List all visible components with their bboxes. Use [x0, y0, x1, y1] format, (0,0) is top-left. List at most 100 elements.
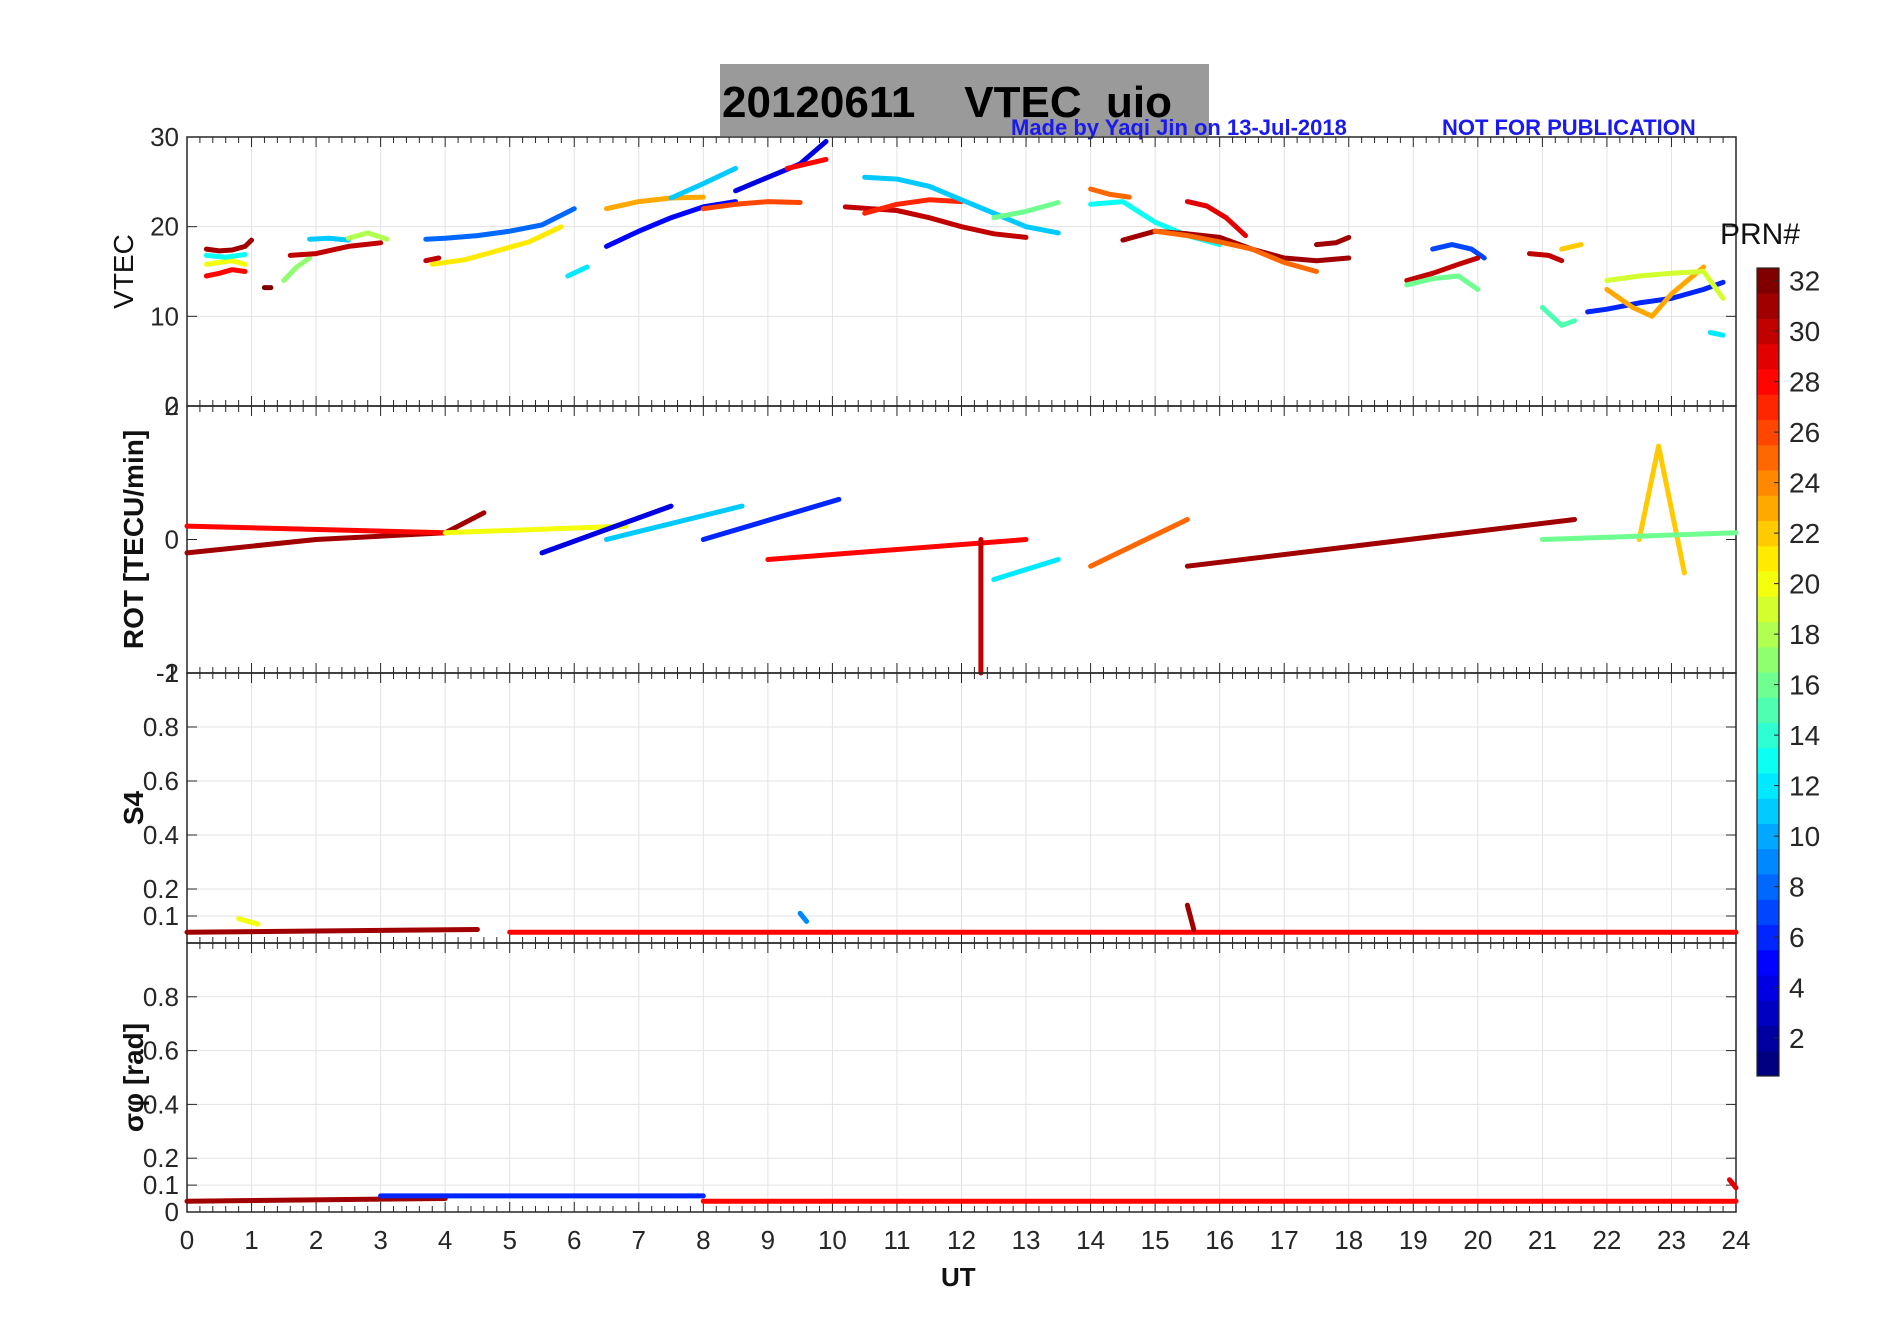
colorbar-swatch-prn-21 — [1757, 545, 1779, 572]
series-prn-31 — [184, 1196, 448, 1204]
colorbar-tick-label: 22 — [1789, 518, 1820, 549]
series-prn-11 — [862, 174, 1061, 236]
colorbar-swatch-prn-3 — [1757, 1000, 1779, 1026]
y-tick-label: -2 — [156, 658, 179, 688]
y-tick-label: -1 — [156, 658, 179, 688]
x-tick-label: 19 — [1399, 1225, 1428, 1255]
x-tick-label: 21 — [1528, 1225, 1557, 1255]
series-prn-30 — [1404, 255, 1481, 283]
colorbar-swatch-prn-14 — [1757, 722, 1779, 749]
x-tick-label: 7 — [632, 1225, 646, 1255]
series-prn-19 — [1604, 269, 1726, 301]
colorbar-swatch-prn-2 — [1757, 1025, 1779, 1052]
y-tick-label: 30 — [150, 122, 179, 152]
series-prn-25 — [1088, 186, 1132, 200]
series-prn-6 — [1585, 279, 1726, 315]
x-tick-label: 17 — [1270, 1225, 1299, 1255]
colorbar-swatch-prn-26 — [1757, 419, 1779, 446]
colorbar-tick-label: 2 — [1789, 1023, 1805, 1054]
y-tick-label: 0.6 — [143, 1036, 179, 1066]
series-prn-21 — [429, 224, 564, 267]
y-tick-label: 0.8 — [143, 982, 179, 1012]
series-prn-8 — [423, 206, 577, 242]
colorbar-tick-label: 14 — [1789, 720, 1820, 751]
series-prn-16 — [1404, 273, 1481, 292]
series-prn-11 — [604, 503, 745, 542]
notice-text: NOT FOR PUBLICATION — [1442, 115, 1696, 140]
colorbar-tick-label: 10 — [1789, 821, 1820, 852]
colorbar-swatch-prn-1 — [1757, 1050, 1779, 1077]
series-prn-18 — [345, 230, 390, 242]
colorbar-swatch-prn-18 — [1757, 621, 1779, 648]
series-prn-30 — [1527, 251, 1565, 264]
series-prn-7 — [1430, 242, 1487, 261]
series-prn-25 — [1152, 228, 1319, 274]
x-tick-label: 15 — [1141, 1225, 1170, 1255]
series-prn-30 — [423, 255, 442, 264]
series-prn-6 — [700, 496, 842, 542]
colorbar-tick-label: 32 — [1789, 266, 1820, 297]
x-tick-label: 22 — [1592, 1225, 1621, 1255]
y-tick-label: 2 — [165, 391, 179, 421]
series-prn-20 — [442, 523, 629, 536]
y-tick-label: 0 — [165, 525, 179, 555]
y-axis-label-sigma: σφ [rad] — [118, 1023, 149, 1132]
series-prn-31 — [184, 510, 487, 556]
x-tick-label: 1 — [244, 1225, 258, 1255]
colorbar-swatch-prn-31 — [1757, 293, 1779, 319]
colorbar-swatch-prn-17 — [1757, 646, 1779, 673]
series-prn-20 — [236, 916, 261, 927]
series-prn-22 — [1559, 242, 1584, 252]
series-prn-30 — [287, 240, 384, 258]
series-prn-28 — [765, 537, 1029, 562]
colorbar-swatch-prn-5 — [1757, 949, 1779, 976]
colorbar-swatch-prn-29 — [1757, 343, 1779, 370]
colorbar-swatch-prn-11 — [1757, 798, 1779, 824]
series-prn-12 — [1707, 330, 1726, 338]
series-prn-9 — [797, 910, 810, 924]
colorbar-tick-label: 6 — [1789, 922, 1805, 953]
y-tick-label: 0.2 — [143, 874, 179, 904]
y-tick-label: 0.2 — [143, 1143, 179, 1173]
colorbar-swatch-prn-30 — [1757, 318, 1779, 345]
y-axis-label-rot: ROT [TECU/min] — [118, 430, 149, 649]
colorbar-swatch-prn-24 — [1757, 470, 1779, 496]
series-prn-28 — [184, 523, 448, 536]
colorbar-tick-label: 18 — [1789, 619, 1820, 650]
series-prn-13 — [203, 252, 248, 260]
series-prn-30 — [842, 204, 1029, 240]
series-prn-23 — [604, 194, 706, 212]
colorbar-swatch-prn-13 — [1757, 747, 1779, 774]
colorbar-swatch-prn-10 — [1757, 823, 1779, 850]
series-prn-26 — [700, 199, 803, 212]
series-prn-12 — [991, 557, 1061, 582]
colorbar-swatch-prn-9 — [1757, 848, 1779, 875]
series-prn-22 — [1636, 443, 1687, 576]
series-prn-15 — [1539, 304, 1578, 328]
y-tick-label: 0.6 — [143, 766, 179, 796]
colorbar-swatch-prn-16 — [1757, 672, 1779, 698]
x-tick-label: 8 — [696, 1225, 710, 1255]
series-prn-29 — [1727, 1177, 1739, 1191]
series-prn-31 — [1314, 234, 1352, 248]
series-prn-31 — [1184, 902, 1197, 932]
colorbar-tick-label: 28 — [1789, 367, 1820, 398]
series-prn-31 — [184, 927, 480, 935]
series-prn-17 — [281, 255, 313, 283]
x-tick-label: 5 — [502, 1225, 516, 1255]
colorbar-swatch-prn-6 — [1757, 924, 1779, 951]
colorbar-tick-label: 16 — [1789, 670, 1820, 701]
colorbar-swatch-prn-8 — [1757, 874, 1779, 900]
colorbar-tick-label: 26 — [1789, 417, 1820, 448]
series-prn-31 — [1184, 517, 1578, 569]
x-tick-label: 14 — [1076, 1225, 1105, 1255]
x-tick-label: 24 — [1722, 1225, 1751, 1255]
series-prn-25 — [1088, 517, 1190, 569]
series-prn-4 — [539, 503, 674, 556]
series-prn-28 — [203, 267, 248, 279]
y-tick-label: 0.1 — [143, 901, 179, 931]
x-tick-label: 9 — [761, 1225, 775, 1255]
series-prn-16 — [991, 200, 1061, 221]
x-tick-label: 16 — [1205, 1225, 1234, 1255]
y-tick-label: 10 — [150, 301, 179, 331]
